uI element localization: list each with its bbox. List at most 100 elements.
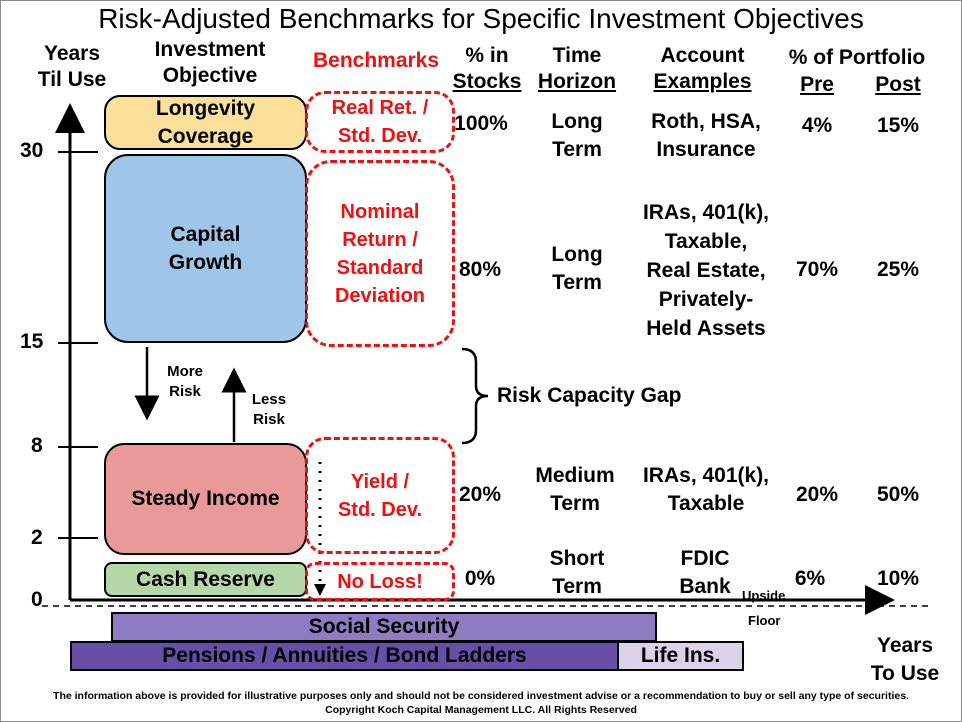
life-insurance-bar: Life Ins.: [617, 641, 744, 671]
objective-growth-line1: Capital: [170, 222, 241, 246]
benchmark-income-line2: Std. Dev.: [337, 498, 423, 521]
upside-arrowhead: [314, 584, 326, 596]
objective-longevity-line1: Longevity: [155, 96, 256, 120]
horizon-longevity-line1: Long: [551, 110, 603, 133]
objective-box-capital-growth: Capital Growth: [104, 154, 307, 343]
benchmark-income-line1: Yield /: [350, 470, 410, 493]
header-horizon-line2: Horizon: [537, 70, 617, 93]
less-risk-line2: Risk: [253, 411, 285, 428]
social-security-bar: Social Security: [111, 612, 657, 642]
pre-income: 20%: [795, 483, 839, 506]
horizon-cash: Short Term: [527, 545, 627, 601]
copyright-text: Copyright Koch Capital Management LLC. A…: [325, 704, 637, 716]
accounts-growth-line4: Privately-: [658, 288, 754, 311]
accounts-growth-line1: IRAs, 401(k),: [642, 201, 770, 224]
header-portfolio: % of Portfolio: [788, 46, 926, 69]
objective-box-cash-reserve: Cash Reserve: [104, 562, 307, 597]
objective-box-longevity: Longevity Coverage: [104, 95, 307, 150]
header-years-line1: Years: [43, 42, 101, 65]
stocks-income: 20%: [458, 483, 502, 506]
header-accounts: Account Examples: [630, 43, 775, 95]
horizon-cash-line2: Term: [552, 575, 602, 598]
accounts-cash-line1: FDIC: [680, 547, 730, 570]
more-risk-line2: Risk: [169, 383, 201, 400]
y-tick-30: 30: [20, 139, 44, 162]
benchmark-cash-line1: No Loss!: [337, 570, 423, 593]
post-cash: 10%: [876, 567, 920, 590]
pensions-label: Pensions / Annuities / Bond Ladders: [162, 644, 527, 667]
header-accounts-line2: Examples: [653, 70, 752, 93]
accounts-income-line2: Taxable: [667, 492, 745, 515]
upside-label: Upside: [742, 588, 786, 603]
header-objective-line1: Investment: [154, 38, 266, 61]
accounts-cash: FDIC Bank: [660, 545, 750, 601]
header-horizon: Time Horizon: [527, 43, 627, 95]
benchmark-longevity-line1: Real Ret. /: [331, 97, 429, 119]
less-risk-label: Less Risk: [244, 390, 294, 430]
benchmark-box-growth: Nominal Return / Standard Deviation: [305, 160, 455, 347]
benchmark-box-income: Yield / Std. Dev.: [305, 437, 455, 554]
benchmark-box-cash: No Loss!: [305, 562, 455, 601]
floor-label: Floor: [748, 613, 781, 628]
life-insurance-label: Life Ins.: [640, 644, 721, 667]
social-security-label: Social Security: [308, 615, 460, 638]
x-axis-label-line2: To Use: [870, 662, 940, 685]
accounts-longevity-line2: Insurance: [656, 138, 756, 161]
horizon-cash-line1: Short: [549, 547, 605, 570]
header-pre: Pre: [800, 73, 834, 96]
accounts-longevity: Roth, HSA, Insurance: [622, 108, 790, 164]
risk-gap-brace: [461, 347, 489, 445]
accounts-income-line1: IRAs, 401(k),: [642, 464, 770, 487]
pre-cash: 6%: [794, 567, 826, 590]
accounts-longevity-line1: Roth, HSA,: [651, 110, 761, 133]
post-growth: 25%: [876, 258, 920, 281]
header-years: Years Til Use: [28, 41, 116, 93]
horizon-longevity: Long Term: [527, 108, 627, 164]
benchmark-growth-line3: Standard: [336, 256, 424, 279]
accounts-cash-line2: Bank: [679, 575, 731, 598]
accounts-growth-line5: Held Assets: [646, 317, 766, 340]
header-post: Post: [875, 73, 921, 96]
header-years-line2: Til Use: [37, 68, 107, 91]
less-risk-line1: Less: [251, 391, 287, 408]
header-horizon-line1: Time: [552, 44, 602, 67]
horizon-income-line1: Medium: [535, 464, 615, 487]
header-stocks-line1: % in: [465, 44, 509, 67]
more-risk-label: More Risk: [160, 362, 210, 402]
horizon-growth-line2: Term: [552, 271, 602, 294]
pre-growth: 70%: [795, 258, 839, 281]
pre-longevity: 4%: [801, 114, 833, 137]
y-tick-15: 15: [20, 330, 44, 353]
horizon-income: Medium Term: [520, 462, 630, 518]
post-longevity: 15%: [876, 114, 920, 137]
benchmark-longevity-line2: Std. Dev.: [337, 125, 423, 147]
y-tick-8: 8: [31, 434, 43, 457]
horizon-growth-line1: Long: [551, 243, 603, 266]
objective-income-line1: Steady Income: [131, 487, 280, 510]
horizon-income-line2: Term: [550, 492, 600, 515]
benchmark-box-longevity: Real Ret. / Std. Dev.: [305, 91, 455, 153]
accounts-income: IRAs, 401(k), Taxable: [622, 462, 790, 518]
x-axis-label: Years To Use: [850, 632, 960, 688]
slide-title: Risk-Adjusted Benchmarks for Specific In…: [98, 3, 864, 34]
disclaimer-text: The information above is provided for il…: [53, 690, 909, 702]
benchmark-growth-line1: Nominal: [340, 200, 420, 223]
header-stocks-line2: Stocks: [452, 70, 522, 93]
pensions-bar: Pensions / Annuities / Bond Ladders: [70, 641, 619, 671]
x-axis-label-line1: Years: [876, 634, 934, 657]
y-tick-0: 0: [31, 588, 43, 611]
objective-growth-line2: Growth: [168, 250, 243, 274]
y-tick-2: 2: [31, 526, 43, 549]
objective-cash-line1: Cash Reserve: [136, 567, 275, 591]
benchmark-growth-line2: Return /: [342, 228, 418, 251]
benchmark-growth-line4: Deviation: [334, 284, 426, 307]
more-risk-line1: More: [167, 363, 203, 380]
header-objective: Investment Objective: [125, 37, 295, 89]
stocks-longevity: 100%: [454, 112, 508, 135]
header-stocks: % in Stocks: [442, 43, 532, 95]
header-benchmarks: Benchmarks: [312, 49, 440, 72]
objective-longevity-line2: Coverage: [157, 124, 254, 148]
horizon-longevity-line2: Term: [552, 138, 602, 161]
post-income: 50%: [876, 483, 920, 506]
